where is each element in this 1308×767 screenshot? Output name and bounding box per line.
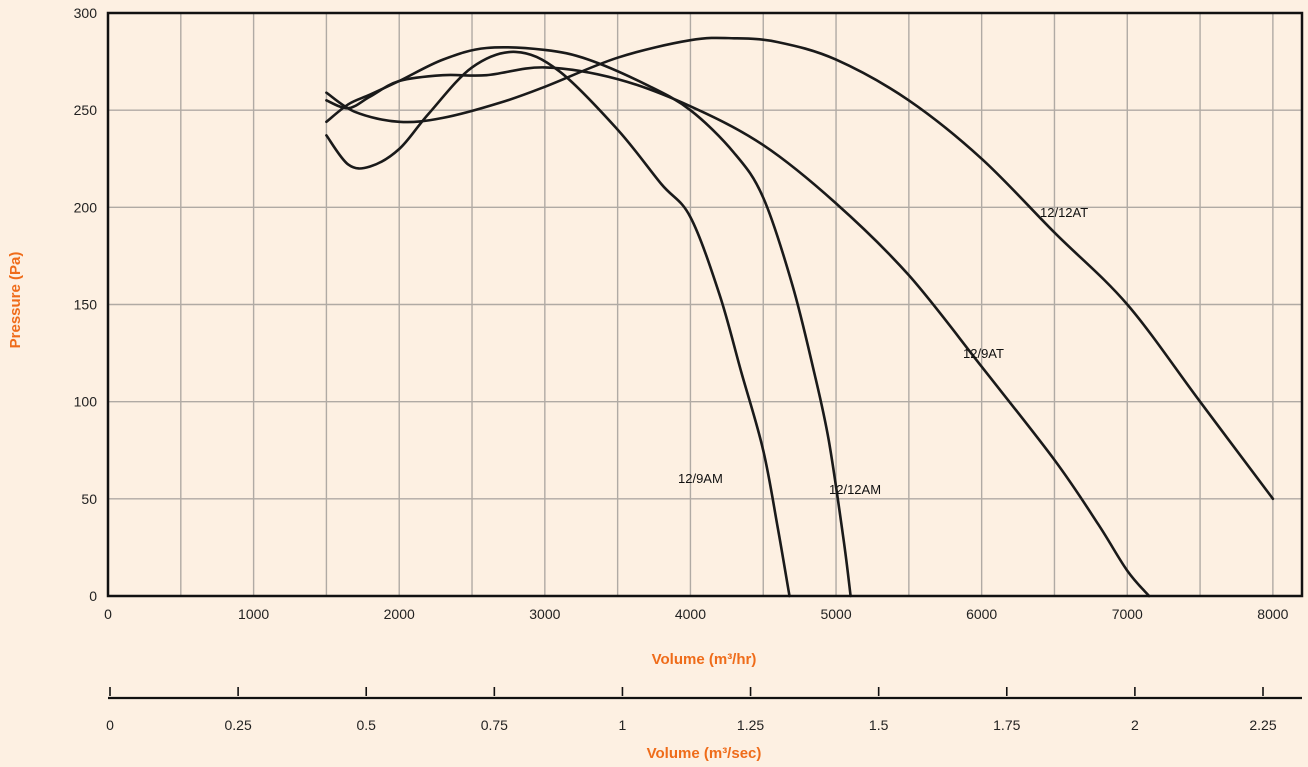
x-tick-label: 2000 [384, 606, 415, 622]
x-tick-label: 3000 [529, 606, 560, 622]
x-tick-label: 1000 [238, 606, 269, 622]
secondary-x-tick-label: 1 [619, 717, 627, 733]
secondary-x-tick-label: 0.5 [356, 717, 376, 733]
x-tick-labels: 0 1000 2000 3000 4000 5000 6000 7000 8000 [104, 606, 1289, 622]
x-tick-label: 6000 [966, 606, 997, 622]
x-tick-label: 7000 [1112, 606, 1143, 622]
secondary-x-tick-label: 0 [106, 717, 114, 733]
y-tick-label: 250 [74, 102, 98, 118]
secondary-x-axis-title: Volume (m³/sec) [647, 745, 762, 762]
curve-12-9at [325, 66, 1151, 598]
secondary-x-tick-label: 1.75 [993, 717, 1020, 733]
curve-12-12am [325, 46, 852, 598]
series-label: 12/12AM [829, 482, 881, 497]
y-tick-label: 150 [74, 297, 98, 313]
secondary-x-tick-label: 2.25 [1249, 717, 1276, 733]
y-axis-title: Pressure (Pa) [7, 252, 24, 349]
x-axis-title: Volume (m³/hr) [652, 651, 757, 668]
curve-12-9am [325, 50, 791, 598]
y-tick-label: 0 [89, 588, 97, 604]
secondary-x-tick-label: 0.25 [224, 717, 251, 733]
curves [325, 36, 1275, 598]
series-label: 12/12AT [1040, 205, 1088, 220]
x-tick-label: 8000 [1257, 606, 1288, 622]
grid [108, 13, 1302, 596]
x-tick-label: 0 [104, 606, 112, 622]
y-tick-label: 50 [81, 491, 97, 507]
series-label: 12/9AM [678, 471, 723, 486]
secondary-x-axis: 0 0.25 0.5 0.75 1 1.25 1.5 1.75 2 2.25 [106, 687, 1302, 733]
y-tick-label: 100 [74, 394, 98, 410]
secondary-x-tick-label: 0.75 [481, 717, 508, 733]
plot-frame [106, 11, 1304, 598]
series-label: 12/9AT [963, 346, 1004, 361]
curve-12-12at [325, 36, 1275, 501]
secondary-x-tick-label: 1.25 [737, 717, 764, 733]
series-labels: 12/9AM 12/12AM 12/9AT 12/12AT [678, 205, 1088, 497]
x-tick-label: 4000 [675, 606, 706, 622]
secondary-x-tick-label: 1.5 [869, 717, 889, 733]
y-tick-labels: 0 50 100 150 200 250 300 [74, 5, 98, 604]
y-tick-label: 300 [74, 5, 98, 21]
y-tick-label: 200 [74, 199, 98, 215]
x-tick-label: 5000 [820, 606, 851, 622]
secondary-x-tick-label: 2 [1131, 717, 1139, 733]
